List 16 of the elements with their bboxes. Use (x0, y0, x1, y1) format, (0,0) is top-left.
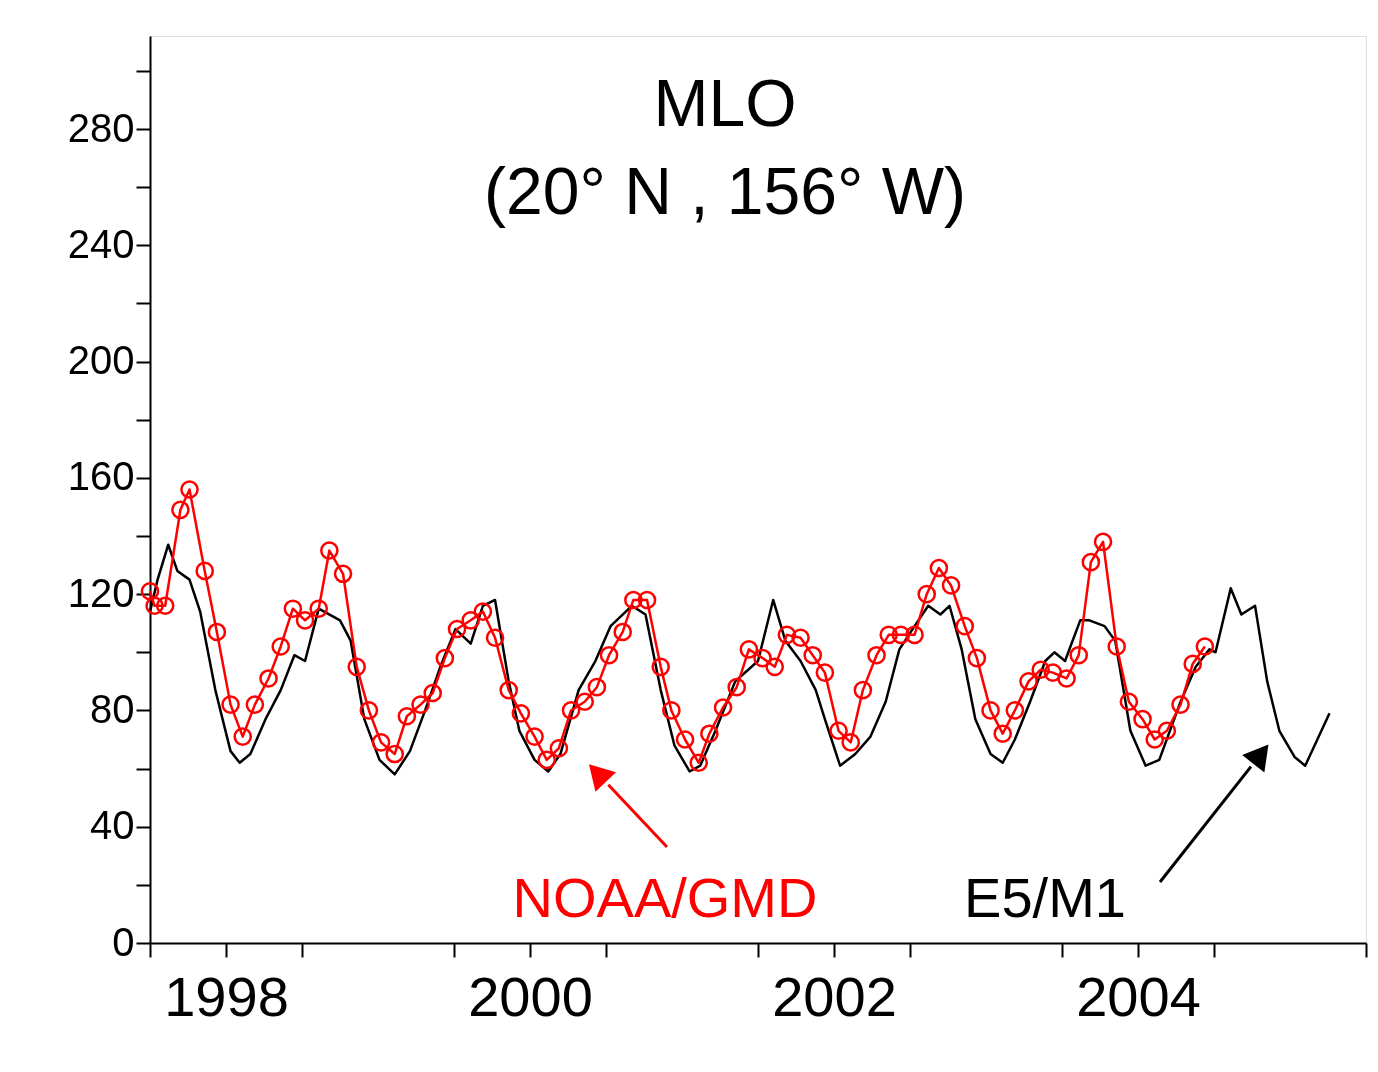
x-tick-label: 2004 (1076, 964, 1201, 1028)
y-tick-label: 0 (112, 919, 135, 964)
legend-label: NOAA/GMD (512, 866, 818, 929)
x-tick-label: 2000 (468, 964, 593, 1028)
text: MLO (653, 66, 797, 140)
x-tick-label: 1998 (164, 964, 289, 1028)
text: (20° N , 156° W) (484, 154, 966, 228)
y-tick-label: 80 (90, 686, 135, 731)
x-tick-label: 2002 (772, 964, 897, 1028)
y-tick-label: 200 (67, 338, 135, 383)
y-tick-label: 120 (67, 570, 135, 615)
y-tick-label: 240 (67, 221, 135, 266)
series-label: E5/M1 (964, 866, 1126, 929)
y-tick-label: 280 (67, 105, 135, 150)
y-tick-label: 40 (90, 803, 135, 848)
y-tick-label: 160 (67, 454, 135, 499)
